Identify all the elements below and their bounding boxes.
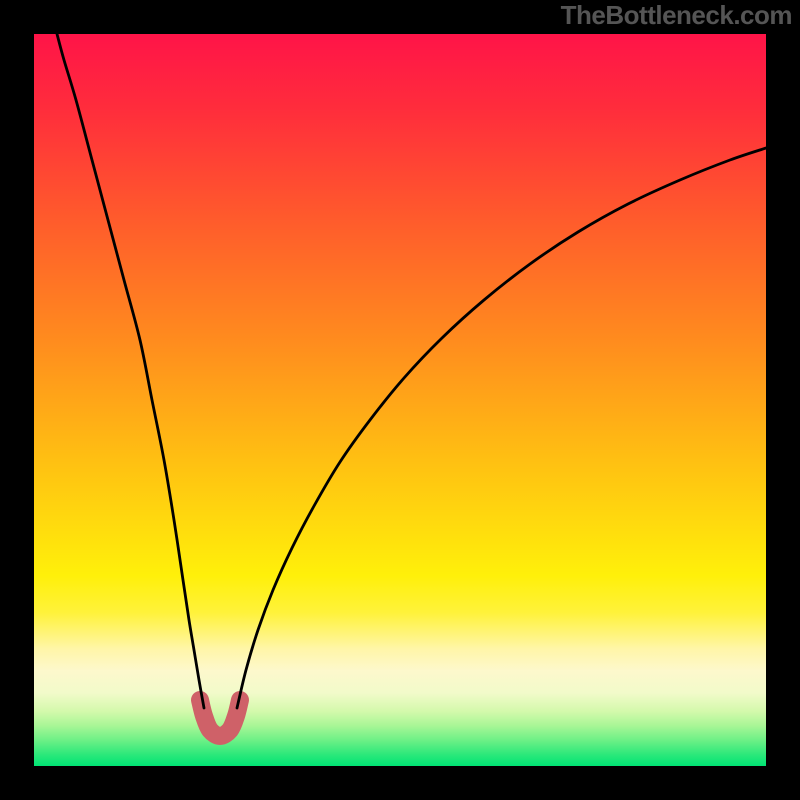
bottleneck-curve-chart: TheBottleneck.com <box>0 0 800 800</box>
plot-area-background <box>34 34 766 766</box>
chart-canvas <box>0 0 800 800</box>
